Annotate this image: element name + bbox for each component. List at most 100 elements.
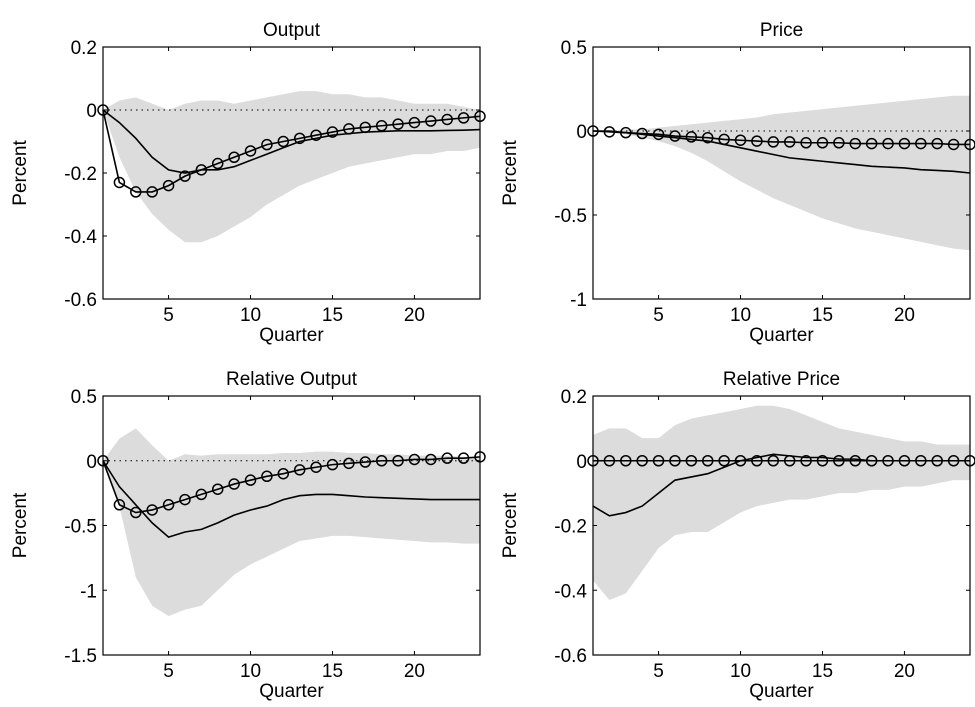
x-axis-label: Quarter xyxy=(259,325,324,346)
x-tick-label: 20 xyxy=(894,305,915,326)
circle-marker xyxy=(277,135,290,148)
circle-marker xyxy=(343,457,355,470)
circle-marker xyxy=(620,455,632,467)
circle-marker xyxy=(882,455,894,467)
circle-marker xyxy=(211,483,224,495)
circle-marker xyxy=(652,455,665,467)
circle-marker xyxy=(603,126,616,138)
y-tick-label: 0 xyxy=(86,101,97,122)
circle-marker xyxy=(310,129,322,141)
circle-marker xyxy=(636,127,648,140)
y-tick-label: -0.5 xyxy=(554,206,587,227)
circle-marker xyxy=(620,126,632,139)
circle-marker xyxy=(425,115,437,127)
circle-marker xyxy=(326,126,339,138)
circle-marker xyxy=(408,453,421,466)
x-tick-label: 20 xyxy=(894,661,915,682)
x-tick-label: 5 xyxy=(653,661,664,682)
circle-marker xyxy=(734,134,747,146)
y-tick-label: 0.2 xyxy=(561,387,587,408)
circle-marker xyxy=(195,164,208,176)
circle-marker xyxy=(865,137,878,150)
circle-marker xyxy=(833,455,845,467)
x-tick-label: 5 xyxy=(653,305,664,326)
circle-marker xyxy=(162,179,175,192)
circle-marker xyxy=(865,455,878,467)
circle-marker xyxy=(359,121,372,134)
x-tick-label: 10 xyxy=(730,661,751,682)
circle-marker xyxy=(833,137,845,149)
circle-marker xyxy=(195,488,208,501)
circle-marker xyxy=(146,504,158,516)
axes-frame xyxy=(592,46,971,300)
circle-marker xyxy=(441,113,453,126)
y-tick-label: -0.4 xyxy=(64,227,97,248)
x-tick-label: 15 xyxy=(322,661,343,682)
x-tick-label: 5 xyxy=(163,661,174,682)
y-tick-label: -0.6 xyxy=(554,646,587,667)
y-tick-label: 0 xyxy=(86,452,97,473)
circle-marker xyxy=(277,467,290,480)
y-axis-label: Percent xyxy=(500,492,521,558)
circle-marker xyxy=(130,186,142,198)
y-tick-label: 0.5 xyxy=(561,38,587,59)
y-tick-label: -0.4 xyxy=(554,581,587,602)
x-tick-label: 10 xyxy=(730,305,751,326)
circle-marker xyxy=(849,137,862,150)
circle-marker xyxy=(816,137,829,149)
x-tick-label: 15 xyxy=(812,661,833,682)
circle-marker xyxy=(457,112,470,124)
circle-marker xyxy=(947,455,960,467)
y-axis-label: Percent xyxy=(500,140,521,206)
response-line xyxy=(593,130,971,174)
circle-marker xyxy=(310,461,322,473)
x-tick-label: 15 xyxy=(812,305,833,326)
y-tick-label: 0.2 xyxy=(71,38,97,59)
y-tick-label: 0 xyxy=(576,122,587,143)
circle-marker xyxy=(261,470,273,483)
circle-marker xyxy=(392,455,404,467)
confidence-band xyxy=(103,91,480,243)
x-axis-label: Quarter xyxy=(259,681,324,702)
baseline-line xyxy=(102,456,481,514)
circle-marker xyxy=(849,455,862,467)
circle-marker xyxy=(603,455,616,467)
chart-panel: 5 10 15 20 -1 -0.5 0 0.5 Price Quarter Percent xyxy=(500,20,975,346)
circle-marker xyxy=(701,131,714,144)
circle-marker xyxy=(931,455,943,467)
baseline-line xyxy=(102,109,481,193)
response-line xyxy=(102,109,481,174)
y-axis-label: Percent xyxy=(10,140,31,206)
circle-marker xyxy=(718,133,730,146)
circle-marker xyxy=(915,137,927,150)
x-tick-label: 5 xyxy=(163,305,174,326)
circle-marker xyxy=(392,118,404,130)
circle-marker xyxy=(179,493,191,506)
chart-panel: 5 10 15 20 -0.6 -0.4 -0.2 0 0.2 Output Quarter Perc… xyxy=(10,20,486,346)
y-tick-label: -0.2 xyxy=(554,517,587,538)
circle-marker xyxy=(767,136,780,148)
confidence-band xyxy=(103,428,480,617)
circle-marker xyxy=(457,452,470,464)
x-tick-label: 15 xyxy=(322,305,343,326)
x-tick-label: 10 xyxy=(240,661,261,682)
circle-marker xyxy=(669,455,681,467)
circle-marker xyxy=(800,137,812,149)
circle-marker xyxy=(375,120,388,132)
y-axis-label: Percent xyxy=(10,492,31,558)
circle-marker xyxy=(228,151,240,163)
circle-marker xyxy=(718,455,730,467)
circle-marker xyxy=(113,499,126,511)
circle-marker xyxy=(261,138,273,151)
circle-marker xyxy=(947,138,960,151)
circle-marker xyxy=(293,464,306,476)
circle-marker xyxy=(179,170,191,182)
x-tick-label: 10 xyxy=(240,305,261,326)
x-tick-label: 20 xyxy=(404,305,425,326)
confidence-band xyxy=(593,95,970,251)
circle-marker xyxy=(685,455,698,467)
circle-marker xyxy=(751,135,763,147)
circle-marker xyxy=(162,499,175,511)
circle-marker xyxy=(685,131,698,143)
